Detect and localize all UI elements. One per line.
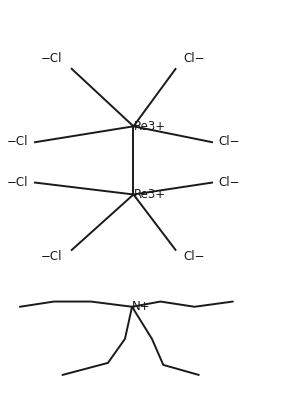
- Text: −Cl: −Cl: [41, 52, 62, 65]
- Text: N+: N+: [132, 300, 151, 313]
- Text: Cl−: Cl−: [219, 176, 240, 189]
- Text: Cl−: Cl−: [219, 135, 240, 148]
- Text: −Cl: −Cl: [7, 135, 28, 148]
- Text: Cl−: Cl−: [183, 52, 205, 65]
- Text: −Cl: −Cl: [41, 250, 62, 263]
- Text: Re3+: Re3+: [133, 188, 166, 201]
- Text: Re3+: Re3+: [133, 120, 166, 133]
- Text: Cl−: Cl−: [183, 250, 205, 263]
- Text: −Cl: −Cl: [7, 176, 28, 189]
